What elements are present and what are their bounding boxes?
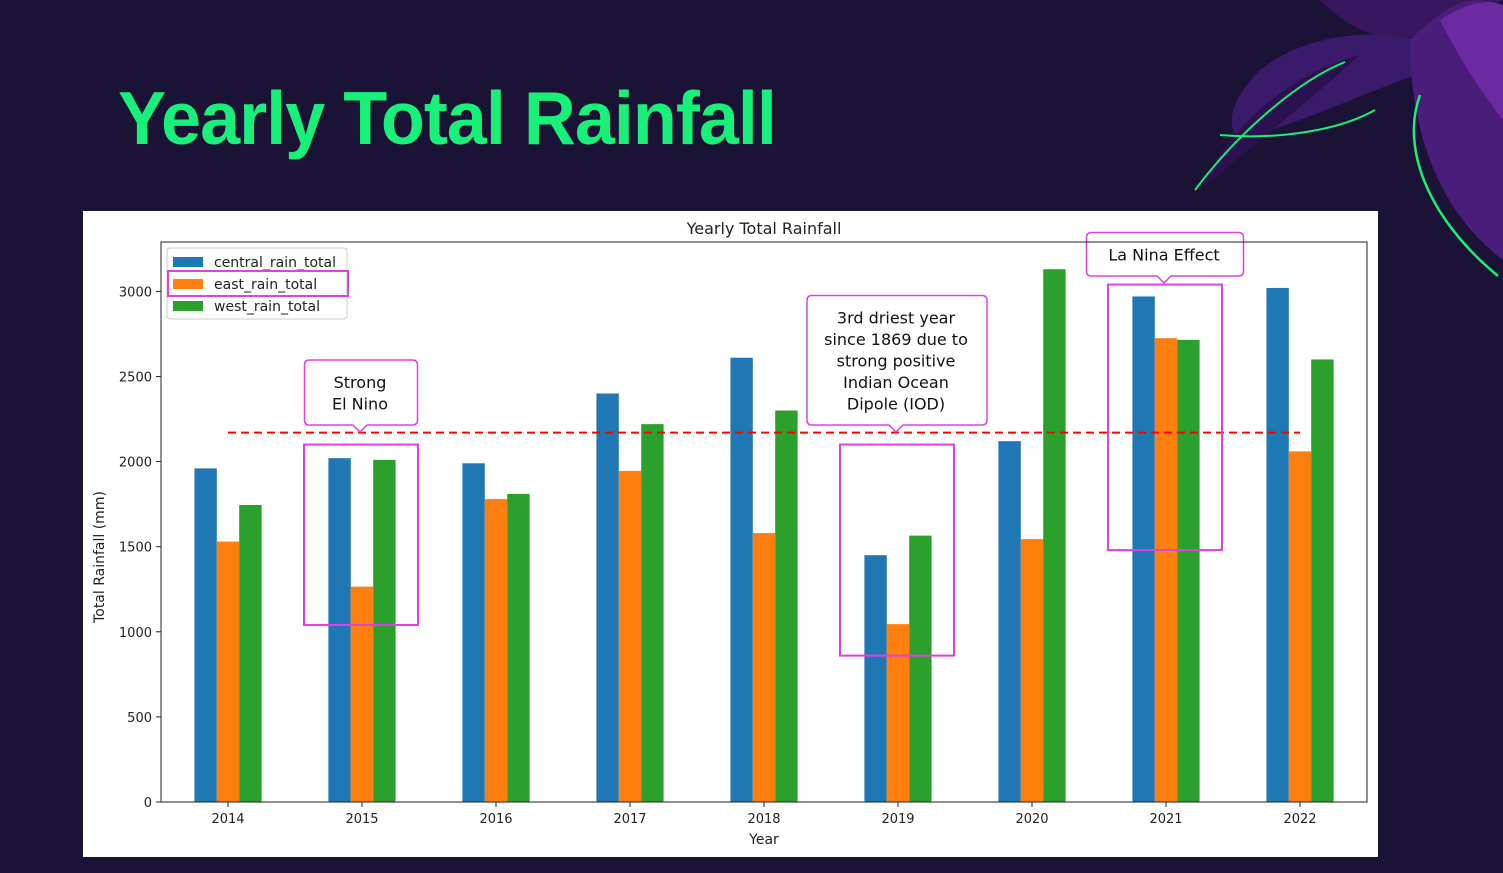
bar-east_rain_total-2017 bbox=[618, 470, 642, 802]
legend-label-east_rain_total: east_rain_total bbox=[214, 277, 317, 293]
legend-label-west_rain_total: west_rain_total bbox=[214, 299, 320, 315]
highlight-box-2015 bbox=[303, 443, 419, 626]
x-tick-label: 2021 bbox=[1149, 812, 1182, 827]
bar-west_rain_total-2021 bbox=[1177, 339, 1200, 802]
highlight-box-2019 bbox=[839, 443, 955, 657]
bar-central_rain_total-2020 bbox=[998, 441, 1021, 802]
annotation-text-line: 3rd driest year bbox=[837, 308, 956, 327]
annotation-text-line: Strong bbox=[334, 373, 387, 392]
bar-west_rain_total-2015 bbox=[373, 459, 396, 802]
y-tick-label: 1000 bbox=[119, 626, 152, 641]
annotation-callout-2015 bbox=[303, 359, 419, 434]
bar-east_rain_total-2021 bbox=[1154, 338, 1178, 802]
bar-east_rain_total-2019 bbox=[886, 624, 910, 802]
bar-west_rain_total-2014 bbox=[239, 504, 262, 802]
y-tick-label: 500 bbox=[127, 711, 152, 726]
annotation-text-line: since 1869 due to bbox=[824, 330, 968, 349]
y-tick-label: 3000 bbox=[119, 285, 152, 300]
plot-area-frame bbox=[160, 241, 1368, 803]
legend-label-central_rain_total: central_rain_total bbox=[214, 255, 336, 271]
x-tick-label: 2015 bbox=[345, 812, 378, 827]
bar-east_rain_total-2014 bbox=[216, 541, 240, 802]
bar-east_rain_total-2020 bbox=[1020, 539, 1044, 802]
bar-west_rain_total-2018 bbox=[775, 410, 798, 802]
x-tick-label: 2018 bbox=[747, 812, 780, 827]
annotation-callout-2019 bbox=[806, 294, 988, 434]
x-tick-label: 2017 bbox=[613, 812, 646, 827]
x-tick-label: 2016 bbox=[479, 812, 512, 827]
y-tick-label: 1500 bbox=[119, 541, 152, 556]
y-tick-label: 0 bbox=[144, 796, 152, 811]
annotation-callout-2021 bbox=[1085, 231, 1245, 285]
rainfall-bar-chart: Yearly Total Rainfall Year Total Rainfal… bbox=[92, 219, 1368, 848]
x-tick-label: 2014 bbox=[211, 812, 244, 827]
bar-east_rain_total-2022 bbox=[1288, 451, 1312, 802]
chart-title: Yearly Total Rainfall bbox=[686, 219, 842, 238]
highlight-box-2021 bbox=[1107, 283, 1223, 552]
slide-title: Yearly Total Rainfall bbox=[118, 77, 777, 161]
legend-swatch-east_rain_total bbox=[173, 279, 203, 289]
legend-highlight-box bbox=[167, 270, 349, 297]
x-axis-label: Year bbox=[748, 832, 779, 848]
annotation-text-line: La Nina Effect bbox=[1108, 245, 1219, 264]
decorative-leaf-graphic bbox=[1194, 0, 1503, 277]
bar-west_rain_total-2022 bbox=[1311, 359, 1334, 802]
x-tick-label: 2019 bbox=[881, 812, 914, 827]
bar-west_rain_total-2019 bbox=[909, 535, 932, 802]
bar-west_rain_total-2020 bbox=[1043, 269, 1066, 803]
bar-central_rain_total-2014 bbox=[194, 468, 217, 802]
bar-central_rain_total-2015 bbox=[328, 458, 351, 802]
annotation-text-line: Dipole (IOD) bbox=[847, 394, 945, 413]
bar-west_rain_total-2016 bbox=[507, 493, 530, 802]
bar-east_rain_total-2016 bbox=[484, 499, 508, 802]
y-tick-label: 2000 bbox=[119, 456, 152, 471]
y-axis-label: Total Rainfall (mm) bbox=[92, 491, 108, 624]
y-tick-label: 2500 bbox=[119, 370, 152, 385]
x-tick-label: 2020 bbox=[1015, 812, 1048, 827]
bar-central_rain_total-2017 bbox=[596, 393, 619, 802]
bar-east_rain_total-2015 bbox=[350, 586, 374, 802]
chart-panel: Yearly Total Rainfall Year Total Rainfal… bbox=[83, 211, 1378, 857]
annotation-text-line: strong positive bbox=[837, 351, 956, 370]
annotation-text-line: Indian Ocean bbox=[843, 373, 949, 392]
bar-central_rain_total-2019 bbox=[864, 555, 887, 802]
bar-east_rain_total-2018 bbox=[752, 533, 776, 802]
legend-swatch-west_rain_total bbox=[173, 301, 203, 311]
x-tick-label: 2022 bbox=[1283, 812, 1316, 827]
bar-central_rain_total-2022 bbox=[1266, 287, 1289, 802]
bar-central_rain_total-2016 bbox=[462, 463, 485, 802]
annotation-text-line: El Nino bbox=[332, 394, 388, 413]
bar-west_rain_total-2017 bbox=[641, 424, 664, 802]
legend-swatch-central_rain_total bbox=[173, 257, 203, 267]
bar-central_rain_total-2018 bbox=[730, 357, 753, 802]
